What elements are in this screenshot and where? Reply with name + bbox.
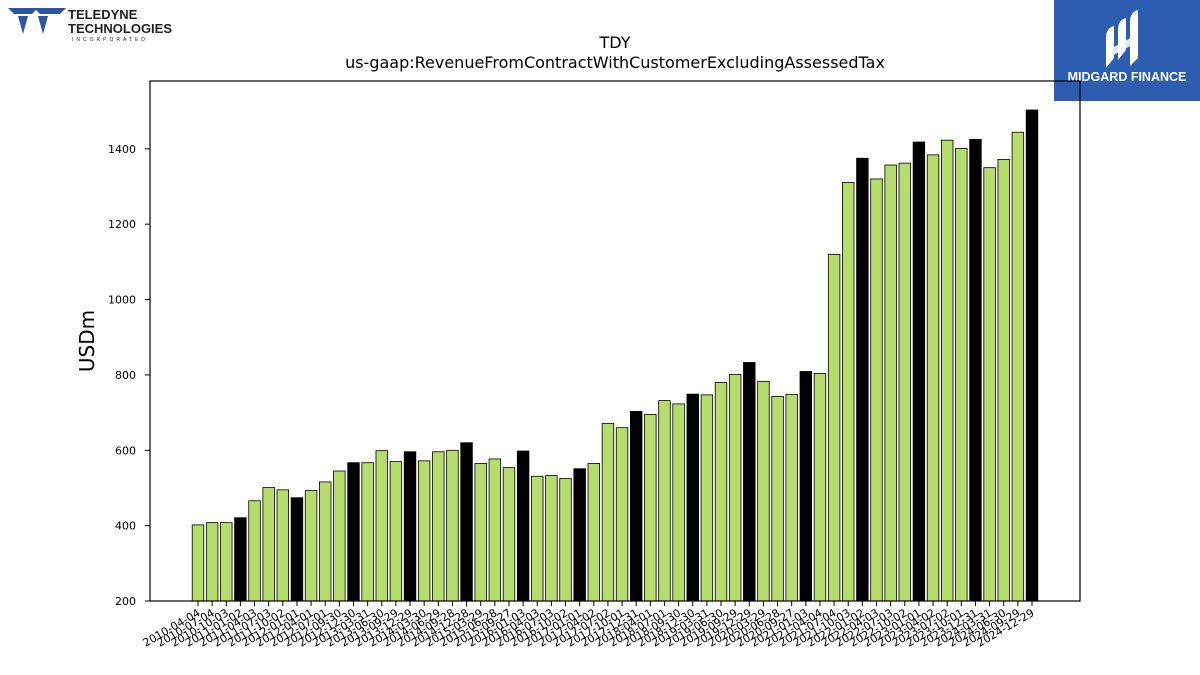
bar-2018-04-01 [644,414,657,602]
bar-2023-01-01 [912,141,926,602]
bar-2012-04-01 [304,490,318,602]
midgard-emblem-icon [1106,10,1138,68]
plot-frame [149,80,1081,602]
y-tick-label: 1000 [108,294,136,307]
y-tick-label: 1400 [108,143,136,156]
bars-group [191,109,1039,602]
bar-2017-07-02 [601,423,615,602]
bar-2019-06-30 [714,382,728,602]
bar-2020-06-28 [771,395,784,602]
y-tick-label: 800 [115,369,136,382]
bar-2011-07-03 [262,487,275,602]
bar-2021-04-04 [813,373,827,602]
bar-2011-01-02 [234,517,247,602]
bar-2023-12-31 [969,139,982,602]
bar-2014-06-29 [432,451,445,602]
bar-2012-01-01 [290,497,304,602]
bar-2023-04-02 [926,154,940,602]
logo-line2: TECHNOLOGIES [68,21,172,36]
y-tick-label: 200 [115,595,136,608]
bar-2018-09-30 [672,403,685,602]
bar-2012-12-30 [347,462,360,602]
bar-2014-03-30 [417,460,431,602]
y-tick-label: 600 [115,444,136,457]
bar-2012-07-01 [319,481,332,602]
bar-2017-04-02 [587,463,600,602]
bar-2018-12-30 [686,393,699,602]
bar-2022-04-03 [870,178,883,602]
bar-2019-03-31 [700,394,714,602]
logo-line1: TELEDYNE [68,7,138,22]
bar-2024-03-31 [983,167,996,602]
bar-2013-06-30 [375,450,388,602]
bar-2013-03-31 [361,462,374,602]
bar-2024-06-30 [997,158,1010,602]
bar-2021-10-03 [842,181,855,602]
bar-2011-10-02 [276,489,290,602]
teledyne-logo: TELEDYNE TECHNOLOGIES INCORPORATED [6,4,176,44]
bar-2014-09-28 [446,449,459,602]
bar-2017-10-01 [615,427,629,602]
bar-2014-12-28 [460,442,473,602]
chart-title: TDY [599,33,631,52]
bar-2016-04-03 [531,475,544,602]
bar-2021-01-03 [799,371,813,602]
bar-2016-10-02 [559,478,572,602]
y-axis-label: USDm [75,310,99,372]
bar-2013-12-29 [403,451,417,602]
x-axis-ticks: 2010-04-042010-07-042010-10-032011-01-02… [141,601,1037,650]
y-axis-ticks: 200 400 600 800 1000 1200 1400 [108,143,150,608]
y-tick-label: 400 [115,520,136,533]
bar-2015-09-27 [502,467,516,602]
bar-2016-01-03 [516,450,530,602]
bar-2015-06-28 [488,458,502,602]
bar-2022-01-02 [856,157,869,602]
bar-2022-10-02 [898,162,911,602]
bar-2017-12-31 [630,411,643,602]
bar-2012-09-30 [333,470,346,602]
bar-2020-03-29 [757,380,770,602]
logo-line3: INCORPORATED [72,37,148,43]
bar-2023-07-02 [940,139,954,602]
chart-subtitle: us-gaap:RevenueFromContractWithCustomerE… [345,53,885,72]
bar-2011-04-03 [248,500,261,602]
bar-2018-07-01 [658,400,671,602]
bar-2023-10-01 [955,148,968,602]
bar-2010-07-04 [205,522,219,602]
bar-2024-12-29 [1025,109,1039,602]
y-tick-label: 1200 [108,218,136,231]
bar-2024-09-29 [1011,131,1025,602]
midgard-finance-logo: MIDGARD FINANCE [1054,0,1200,101]
bar-2021-07-04 [827,253,841,602]
brand-name: MIDGARD FINANCE [1068,70,1187,84]
bar-2019-09-29 [728,374,742,602]
bar-2019-12-29 [743,362,756,602]
teledyne-emblem-icon [8,8,66,34]
bar-2015-03-29 [474,463,487,602]
bar-2022-07-03 [884,164,897,602]
bar-2017-01-01 [573,468,586,602]
bar-2010-04-04 [191,524,205,602]
bar-2016-07-03 [545,475,558,602]
bar-2020-09-27 [785,394,798,602]
bar-2013-09-29 [389,461,403,602]
bar-2010-10-03 [220,522,233,602]
